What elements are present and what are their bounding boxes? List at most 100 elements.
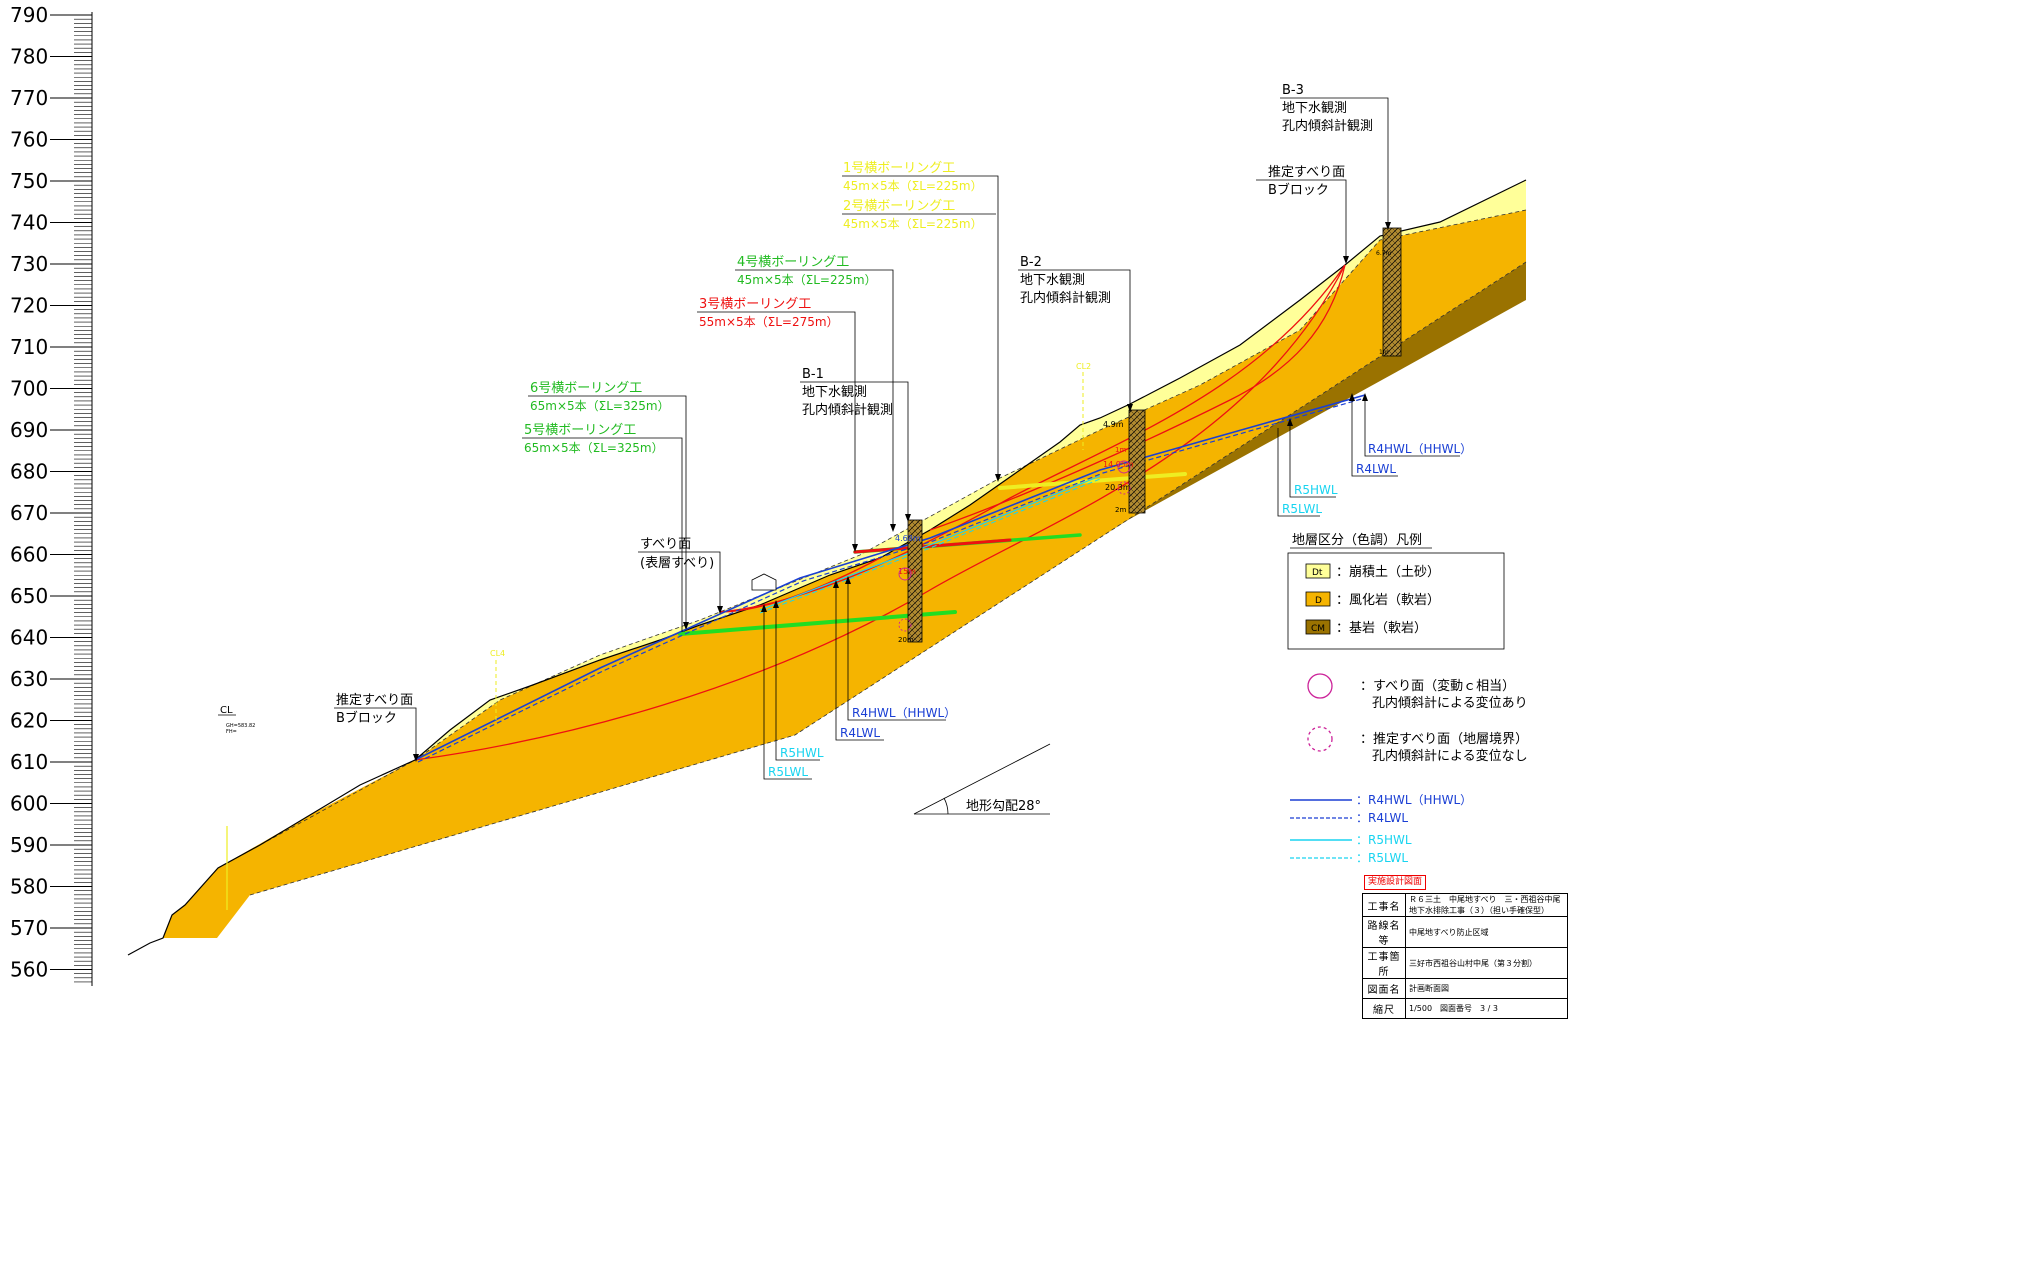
b1-line-1: 地下水観測 — [802, 385, 867, 400]
slip-top-line-2: Bブロック — [1268, 182, 1329, 198]
title-key-5: 縮尺 — [1362, 998, 1406, 1019]
title-key-2: 路線名等 — [1362, 916, 1406, 948]
elevation-tick-label: 560 — [10, 958, 48, 982]
elevation-tick-label: 680 — [10, 460, 48, 484]
title-value-2: 中尾地すべり防止区域 — [1405, 916, 1568, 948]
ground-surface — [127, 179, 1527, 956]
slip-shallow-line-2: (表層すべり) — [640, 556, 714, 571]
b1-line-2: 孔内傾斜計観測 — [802, 402, 893, 418]
b2-line-2: 孔内傾斜計観測 — [1020, 290, 1111, 306]
title-block-table: 工事名 Ｒ６三土 中尾地すべり 三・西祖谷中尾 地下水排除工事（３）（担い手確保型… — [1362, 893, 1568, 1019]
legend-water-2: ：R4LWL — [1356, 811, 1408, 825]
legend-code-d: D — [1315, 596, 1322, 606]
slip-top-line-1: 推定すべり面 — [1268, 165, 1345, 180]
drain-3 — [853, 538, 1012, 554]
legend-swatch-d — [1305, 591, 1331, 607]
legend-swatch-cm — [1305, 619, 1331, 635]
elevation-tick-label: 630 — [10, 667, 48, 691]
right-r5lwl: R5LWL — [1282, 502, 1322, 516]
design-stamp: 実施設計図面 — [1364, 875, 1427, 890]
elevation-tick-label: 640 — [10, 626, 48, 650]
b3-line-2: 孔内傾斜計観測 — [1282, 118, 1373, 134]
legend-title: 地層区分（色調）凡例 — [1292, 532, 1422, 548]
borehole-b2: 4.9m 1m 14.05m 20.3m 2m — [1103, 409, 1146, 514]
b3-mark-2: 1m — [1379, 349, 1389, 356]
legend-label-d: ：風化岩（軟岩） — [1336, 592, 1440, 608]
legend: 地層区分（色調）凡例 Dt ：崩積土（土砂） D ：風化岩（軟岩） CM ：基岩… — [1287, 532, 1528, 865]
b1-mark-2: 15m — [898, 567, 916, 576]
slip-shallow-line-1: すべり面 — [640, 537, 691, 552]
elevation-tick-label: 770 — [10, 86, 48, 110]
b2-title: B-2 — [1020, 255, 1042, 270]
elevation-tick-label: 620 — [10, 709, 48, 733]
legend-label-dt: ：崩積土（土砂） — [1336, 565, 1440, 580]
title-row: 図面名 計画断面図 — [1362, 978, 1568, 999]
b3-mark-1: 6.7m — [1376, 250, 1392, 257]
elevation-tick-label: 740 — [10, 211, 48, 235]
mid-r4lwl: R4LWL — [840, 726, 880, 740]
elevation-axis: 790 780 770 760 750 740 730 720 710 700 690 680 670 6… — [10, 3, 93, 986]
drain-1-2 — [998, 472, 1187, 490]
elevation-tick-label: 600 — [10, 792, 48, 816]
elevation-tick-label: 610 — [10, 750, 48, 774]
b2-mark-1: 4.9m — [1103, 420, 1124, 429]
title-row: 工事箇所 三好市西祖谷山村中尾（第３分割） — [1362, 947, 1568, 979]
elevation-tick-label: 700 — [10, 377, 48, 401]
elevation-tick-label: 670 — [10, 501, 48, 525]
legend-code-dt: Dt — [1312, 568, 1323, 578]
elevation-tick-label: 730 — [10, 252, 48, 276]
title-value-3: 三好市西祖谷山村中尾（第３分割） — [1405, 947, 1568, 979]
elevation-tick-label: 780 — [10, 45, 48, 69]
right-r4lwl: R4LWL — [1356, 462, 1396, 476]
callout-arrows — [413, 222, 1391, 762]
elevation-tick-label: 650 — [10, 584, 48, 608]
boreholes: 4.68m 15m 20m 4.9m 1m 14.05m 20.3m 2m 6.… — [895, 227, 1402, 644]
elevation-tick-label: 750 — [10, 169, 48, 193]
callouts — [334, 97, 1460, 815]
mid-r5hwl: R5HWL — [780, 746, 824, 760]
elevation-tick-label: 790 — [10, 3, 48, 27]
legend-slip-dashed-2: 孔内傾斜計による変位なし — [1372, 748, 1528, 764]
legend-code-cm: CM — [1311, 624, 1325, 634]
drain1-title: 1号横ボーリング工 — [843, 161, 955, 176]
callout-texts: B-3 地下水観測 孔内傾斜計観測 推定すべり面 Bブロック B-2 地下水観測… — [336, 83, 1472, 814]
drain5-spec: 65m×5本（ΣL=325m） — [524, 441, 664, 455]
drain3-title: 3号横ボーリング工 — [699, 297, 811, 312]
b3-title: B-3 — [1282, 83, 1304, 98]
cross-section-drawing: 790 780 770 760 750 740 730 720 710 700 690 680 670 6… — [10, 3, 1568, 1019]
legend-swatch-dt — [1305, 563, 1331, 579]
elevation-tick-label: 580 — [10, 875, 48, 899]
drain6-title: 6号横ボーリング工 — [530, 381, 642, 396]
slip-surface-upper — [929, 264, 1346, 531]
title-key-1: 工事名 — [1362, 893, 1406, 917]
legend-slip-dashed-icon — [1307, 726, 1333, 752]
title-key-3: 工事箇所 — [1362, 947, 1406, 979]
legend-slip-solid-1: ：すべり面（変動ｃ相当） — [1360, 678, 1515, 694]
legend-water-3: ：R5HWL — [1356, 833, 1412, 847]
b2-line-1: 地下水観測 — [1020, 273, 1085, 288]
title-value-1: Ｒ６三土 中尾地すべり 三・西祖谷中尾 地下水排除工事（３）（担い手確保型） — [1405, 893, 1568, 917]
mid-r4hwl: R4HWL（HHWL） — [852, 706, 956, 720]
legend-label-cm: ：基岩（軟岩） — [1336, 620, 1427, 636]
legend-water-4: ：R5LWL — [1356, 851, 1408, 865]
legend-water-1: ：R4HWL（HHWL） — [1356, 793, 1472, 807]
right-r4hwl: R4HWL（HHWL） — [1368, 442, 1472, 456]
drain4-title: 4号横ボーリング工 — [737, 255, 849, 270]
b2-mark-5: 2m — [1115, 506, 1126, 514]
right-r5hwl: R5HWL — [1294, 483, 1338, 497]
slip-surface-main — [414, 264, 1346, 761]
drain1-spec: 45m×5本（ΣL=225m） — [843, 179, 983, 193]
b2-mark-4: 20.3m — [1105, 483, 1131, 492]
r5lwl-line — [759, 478, 1101, 614]
legend-slip-solid-2: 孔内傾斜計による変位あり — [1372, 695, 1528, 711]
slip-bottom-line-1: 推定すべり面 — [336, 693, 413, 708]
title-row: 路線名等 中尾地すべり防止区域 — [1362, 916, 1568, 948]
drain3-spec: 55m×5本（ΣL=275m） — [699, 315, 839, 329]
title-block: 実施設計図面 工事名 Ｒ６三土 中尾地すべり 三・西祖谷中尾 地下水排除工事（３）… — [1362, 875, 1568, 1019]
b2-mark-2: 1m — [1115, 446, 1126, 454]
slip-surface-inner — [719, 264, 1346, 613]
drain6-spec: 65m×5本（ΣL=325m） — [530, 399, 670, 413]
cl-sub-1: GH=583.82 — [226, 723, 255, 729]
cl2-label: CL2 — [1076, 362, 1091, 371]
cl4-label: CL4 — [490, 649, 505, 658]
